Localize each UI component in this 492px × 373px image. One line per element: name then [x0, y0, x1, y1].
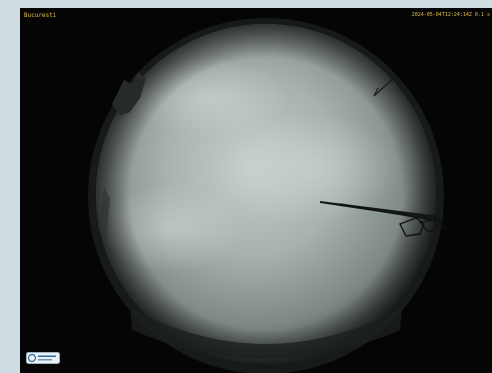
mast-pole-line	[339, 203, 445, 223]
timestamp-label: 2024-05-04T12:24:14Z 0.1 s	[411, 12, 490, 18]
wire-tip	[373, 87, 379, 97]
wire	[373, 75, 397, 97]
edge-vignette	[96, 24, 436, 364]
tree-silhouette	[112, 72, 146, 116]
allsky-image-viewer: Bucuresti 2024-05-04T12:24:14Z 0.1 s	[20, 8, 492, 373]
logo-badge-icon	[26, 352, 60, 364]
horizon-silhouette	[130, 308, 402, 359]
tree-silhouette	[98, 188, 110, 240]
mast-bracket	[431, 213, 447, 231]
allsky-image	[88, 18, 447, 373]
mast-bracket	[418, 219, 439, 233]
camera-label: Bucuresti	[24, 12, 57, 19]
mast-bracket	[399, 217, 425, 237]
